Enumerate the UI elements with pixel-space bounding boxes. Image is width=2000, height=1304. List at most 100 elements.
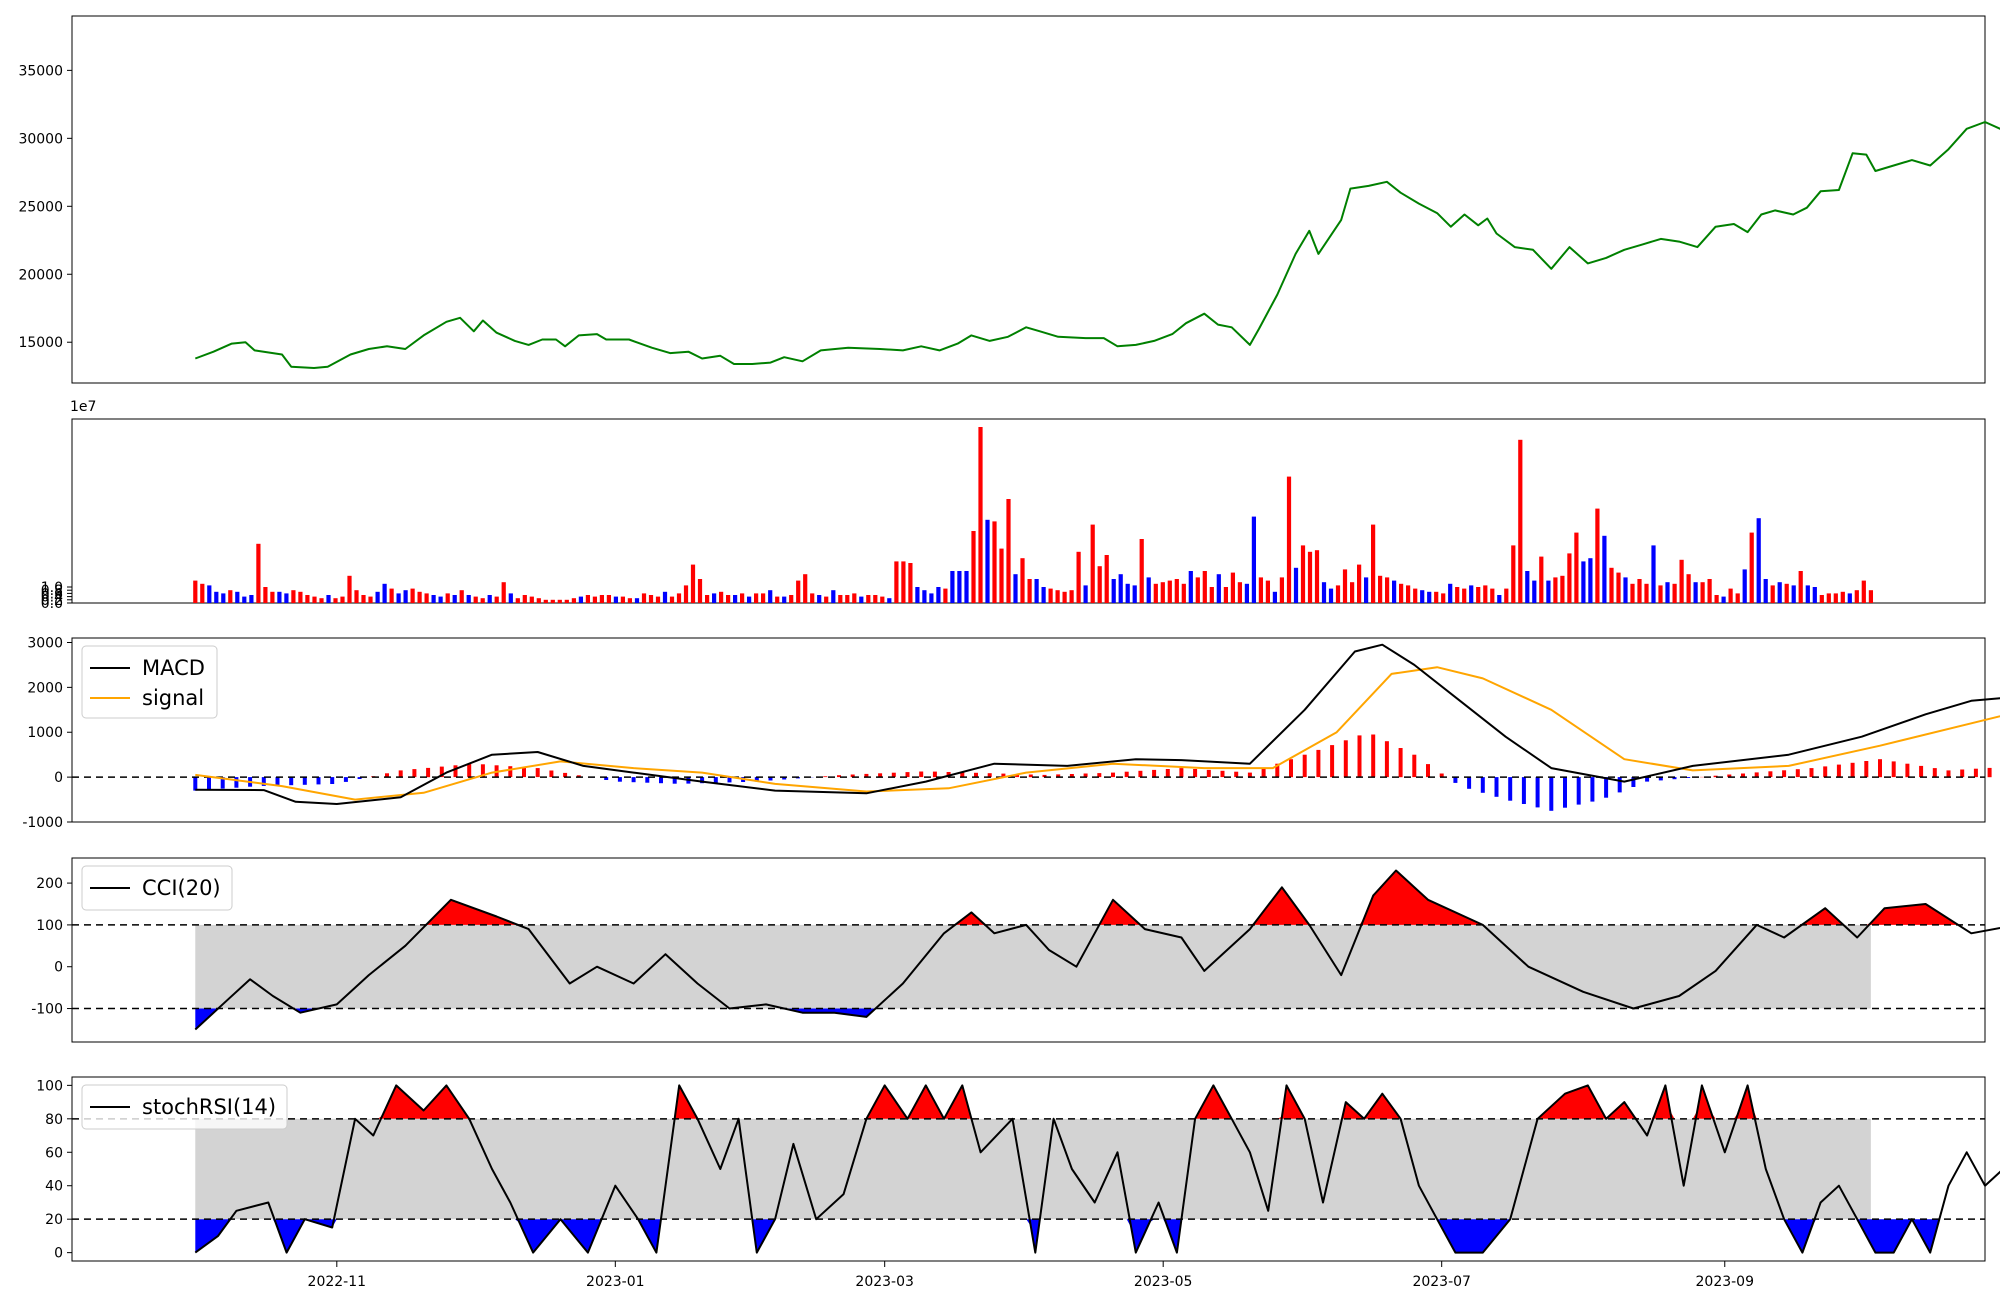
volume-bar — [256, 544, 260, 603]
volume-bar — [298, 592, 302, 603]
volume-bar — [551, 600, 555, 603]
macd-histogram-bar — [823, 776, 827, 777]
volume-bar — [586, 595, 590, 603]
volume-bar — [1722, 597, 1726, 603]
macd-histogram-bar — [193, 777, 197, 791]
volume-bar — [1778, 582, 1782, 603]
volume-bar — [1701, 582, 1705, 603]
macd-histogram-bar — [1851, 763, 1855, 777]
volume-bar — [361, 595, 365, 603]
volume-bar — [1294, 568, 1298, 603]
volume-bar — [1035, 579, 1039, 603]
volume-bar — [1483, 585, 1487, 603]
volume-bar — [544, 600, 548, 603]
macd-histogram-bar — [1467, 777, 1471, 789]
macd-y-tick-label: -1000 — [22, 815, 63, 831]
volume-bar — [838, 595, 842, 603]
macd-histogram-bar — [1221, 771, 1225, 777]
volume-bar — [432, 595, 436, 603]
macd-histogram-bar — [1536, 777, 1540, 807]
macd-histogram-bar — [1358, 735, 1362, 777]
volume-bar — [249, 595, 253, 603]
volume-bar — [1420, 590, 1424, 603]
volume-bar — [1623, 577, 1627, 603]
volume-bar — [852, 593, 856, 603]
volume-bar — [1497, 595, 1501, 603]
volume-bar — [523, 595, 527, 603]
volume-bar — [635, 598, 639, 603]
macd-histogram-bar — [1590, 777, 1594, 802]
volume-bar — [1862, 581, 1866, 603]
volume-bar — [565, 600, 569, 603]
volume-bar — [649, 595, 653, 603]
volume-bar — [326, 595, 330, 603]
volume-bar — [1028, 579, 1032, 603]
volume-bar — [1413, 589, 1417, 603]
macd-histogram-bar — [1960, 770, 1964, 778]
volume-bar — [936, 587, 940, 603]
volume-bar — [1687, 574, 1691, 603]
volume-bar — [1665, 582, 1669, 603]
volume-bar — [509, 593, 513, 603]
macd-histogram-bar — [1577, 777, 1581, 805]
volume-bar — [1848, 593, 1852, 603]
cci-overbought-fill — [195, 871, 2000, 925]
macd-line — [195, 645, 2000, 809]
macd-histogram-bar — [1823, 766, 1827, 777]
macd-histogram-bar — [933, 772, 937, 778]
volume-bar — [1231, 573, 1235, 603]
macd-histogram-bar — [412, 769, 416, 777]
volume-bar — [1280, 577, 1284, 603]
volume-bar — [887, 598, 891, 603]
macd-histogram-bar — [1864, 761, 1868, 777]
volume-bar — [1098, 566, 1102, 603]
macd-histogram-bar — [276, 777, 280, 785]
signal-line — [195, 667, 2000, 802]
volume-bar — [1546, 581, 1550, 603]
macd-histogram-bar — [234, 777, 238, 788]
macd-histogram-bar — [317, 777, 321, 784]
volume-bar — [922, 590, 926, 603]
volume-bar — [1820, 595, 1824, 603]
volume-bar — [1175, 579, 1179, 603]
cci-y-tick-label: 200 — [36, 876, 63, 892]
macd-histogram-bar — [1138, 771, 1142, 777]
volume-bar — [1680, 560, 1684, 603]
volume-bar — [1792, 585, 1796, 603]
volume-bar — [1343, 569, 1347, 603]
volume-bar — [418, 592, 422, 603]
x-tick-label: 2023-01 — [586, 1274, 645, 1290]
volume-bar — [866, 595, 870, 603]
macd-histogram-bar — [1371, 735, 1375, 778]
volume-bar — [901, 561, 905, 603]
volume-bar — [971, 531, 975, 603]
volume-bar — [1841, 592, 1845, 603]
volume-bar — [200, 584, 204, 603]
volume-bar — [368, 597, 372, 603]
volume-bar — [684, 585, 688, 603]
volume-bar — [1799, 571, 1803, 603]
volume-bar — [1736, 593, 1740, 603]
price-y-tick-label: 35000 — [18, 63, 63, 79]
macd-panel-frame — [72, 638, 1985, 822]
legend-label-cci: CCI(20) — [142, 876, 221, 900]
volume-bar — [1126, 584, 1130, 603]
stochrsi-oversold-fill — [195, 1219, 2000, 1252]
volume-bar — [712, 593, 716, 603]
macd-histogram-bar — [632, 777, 636, 782]
volume-bar — [439, 597, 443, 603]
volume-bar — [460, 590, 464, 603]
volume-bar — [873, 595, 877, 603]
volume-bar — [284, 593, 288, 603]
macd-histogram-bar — [659, 777, 663, 783]
volume-bar — [404, 590, 408, 603]
stochrsi-y-tick-label: 0 — [54, 1246, 63, 1262]
volume-bar — [1504, 589, 1508, 603]
volume-bar — [999, 549, 1003, 603]
volume-bar — [817, 595, 821, 603]
volume-bar — [495, 597, 499, 603]
volume-bar — [340, 597, 344, 603]
volume-bar — [1827, 593, 1831, 603]
macd-histogram-bar — [1289, 759, 1293, 777]
volume-bar — [1658, 585, 1662, 603]
